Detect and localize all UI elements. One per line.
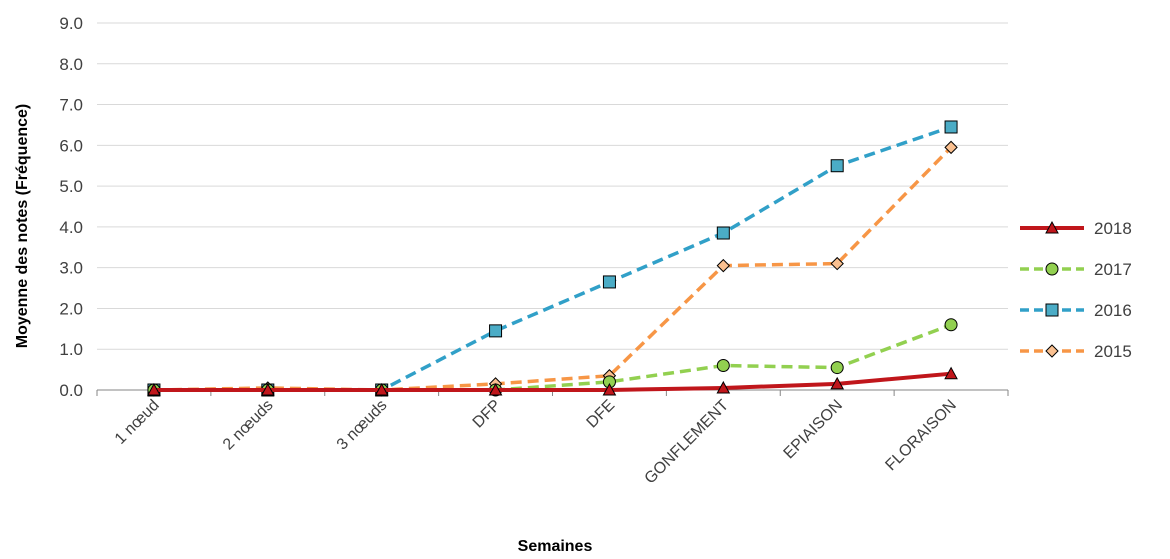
legend-label: 2018 [1094, 219, 1132, 238]
series-line-2015 [153, 146, 953, 392]
marker-2018 [944, 366, 958, 380]
y-tick-label: 8.0 [59, 55, 83, 74]
marker-legend-2018 [1045, 220, 1059, 234]
marker-2016 [602, 275, 616, 289]
y-tick-label: 2.0 [59, 299, 83, 318]
x-tick-label: FLORAISON [882, 397, 959, 474]
marker-2018 [147, 382, 161, 396]
legend-item-2017: 2017 [1020, 260, 1132, 279]
legend-item-2016: 2016 [1020, 301, 1132, 320]
marker-2017 [716, 359, 730, 373]
x-tick-label: EPIAISON [781, 397, 846, 462]
gridlines [96, 22, 1009, 396]
marker-2016 [830, 159, 844, 173]
legend: 2018 2017 2016 2015 [1020, 219, 1132, 361]
y-tick-label: 1.0 [59, 340, 83, 359]
series-line-2018 [153, 371, 952, 392]
series-2015 [147, 140, 958, 397]
y-tick-label: 3.0 [59, 259, 83, 278]
y-axis-title: Moyenne des notes (Fréquence) [14, 104, 31, 349]
y-axis-ticks: 0.0 1.0 2.0 3.0 4.0 5.0 6.0 7.0 8.0 9.0 [59, 14, 83, 400]
y-tick-label: 0.0 [59, 381, 83, 400]
series-line-2016 [153, 125, 952, 392]
x-axis-title: Semaines [518, 538, 593, 555]
y-tick-label: 7.0 [59, 96, 83, 115]
marker-legend-2016 [1045, 303, 1059, 317]
x-tick-label: DFE [584, 397, 619, 432]
marker-legend-2015 [1045, 344, 1059, 358]
legend-label: 2015 [1094, 342, 1132, 361]
x-tick-label: 1 nœud [112, 397, 163, 448]
legend-item-2015: 2015 [1020, 342, 1132, 361]
y-tick-label: 5.0 [59, 177, 83, 196]
marker-2017 [944, 318, 958, 332]
legend-label: 2016 [1094, 301, 1132, 320]
series-line-2017 [153, 323, 952, 392]
legend-label: 2017 [1094, 260, 1132, 279]
marker-2016 [716, 226, 730, 240]
y-tick-label: 9.0 [59, 14, 83, 33]
x-tick-label: DFP [470, 397, 505, 432]
x-tick-label: GONFLEMENT [642, 397, 733, 488]
marker-2015 [716, 258, 731, 273]
marker-2018 [374, 382, 389, 396]
marker-2017 [830, 361, 844, 375]
series-2018 [147, 366, 958, 396]
marker-2016 [489, 324, 503, 338]
y-tick-label: 4.0 [59, 218, 83, 237]
marker-2018 [716, 380, 731, 394]
marker-2018 [260, 382, 275, 396]
marker-2015 [830, 256, 844, 271]
marker-2018 [488, 382, 503, 396]
marker-legend-2017 [1045, 262, 1059, 276]
y-tick-label: 6.0 [59, 136, 83, 155]
marker-2018 [830, 376, 845, 390]
marker-2018 [602, 382, 617, 396]
x-tick-label: 3 nœuds [334, 397, 391, 454]
series-lines [147, 120, 958, 397]
marker-2015 [944, 140, 958, 155]
x-axis-ticks: 1 nœud 2 nœuds 3 nœuds DFP DFE GONFLEMENT EPIA… [112, 397, 960, 488]
x-tick-label: 2 nœuds [220, 397, 277, 454]
marker-2016 [944, 120, 958, 134]
legend-item-2018: 2018 [1020, 219, 1132, 238]
